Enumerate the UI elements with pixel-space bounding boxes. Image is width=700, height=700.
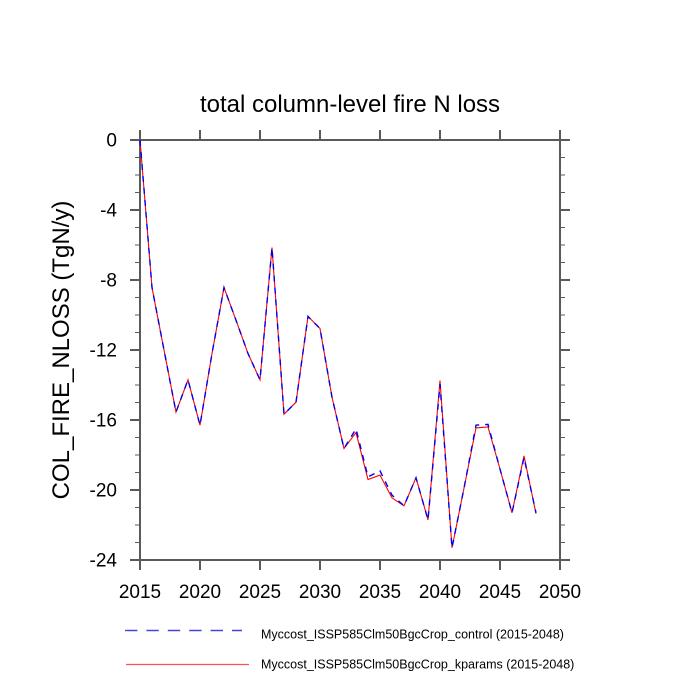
svg-text:2030: 2030 — [299, 582, 341, 603]
svg-text:-16: -16 — [90, 411, 117, 432]
svg-text:2020: 2020 — [179, 582, 221, 603]
svg-text:-8: -8 — [100, 271, 117, 292]
svg-text:-24: -24 — [90, 551, 118, 572]
svg-text:2045: 2045 — [479, 582, 521, 603]
svg-text:COL_FIRE_NLOSS (TgN/y): COL_FIRE_NLOSS (TgN/y) — [48, 201, 75, 500]
svg-text:2025: 2025 — [239, 582, 281, 603]
svg-text:0: 0 — [106, 131, 117, 152]
svg-text:total column-level fire N loss: total column-level fire N loss — [200, 91, 500, 118]
svg-text:-4: -4 — [100, 201, 117, 222]
svg-text:2015: 2015 — [119, 582, 161, 603]
svg-text:-12: -12 — [90, 341, 117, 362]
svg-text:-20: -20 — [90, 481, 117, 502]
svg-text:2040: 2040 — [419, 582, 461, 603]
svg-text:2050: 2050 — [539, 582, 581, 603]
svg-text:2035: 2035 — [359, 582, 401, 603]
svg-text:Myccost_ISSP585Clm50BgcCrop_co: Myccost_ISSP585Clm50BgcCrop_control (201… — [261, 628, 564, 642]
svg-text:Myccost_ISSP585Clm50BgcCrop_kp: Myccost_ISSP585Clm50BgcCrop_kparams (201… — [261, 658, 574, 672]
